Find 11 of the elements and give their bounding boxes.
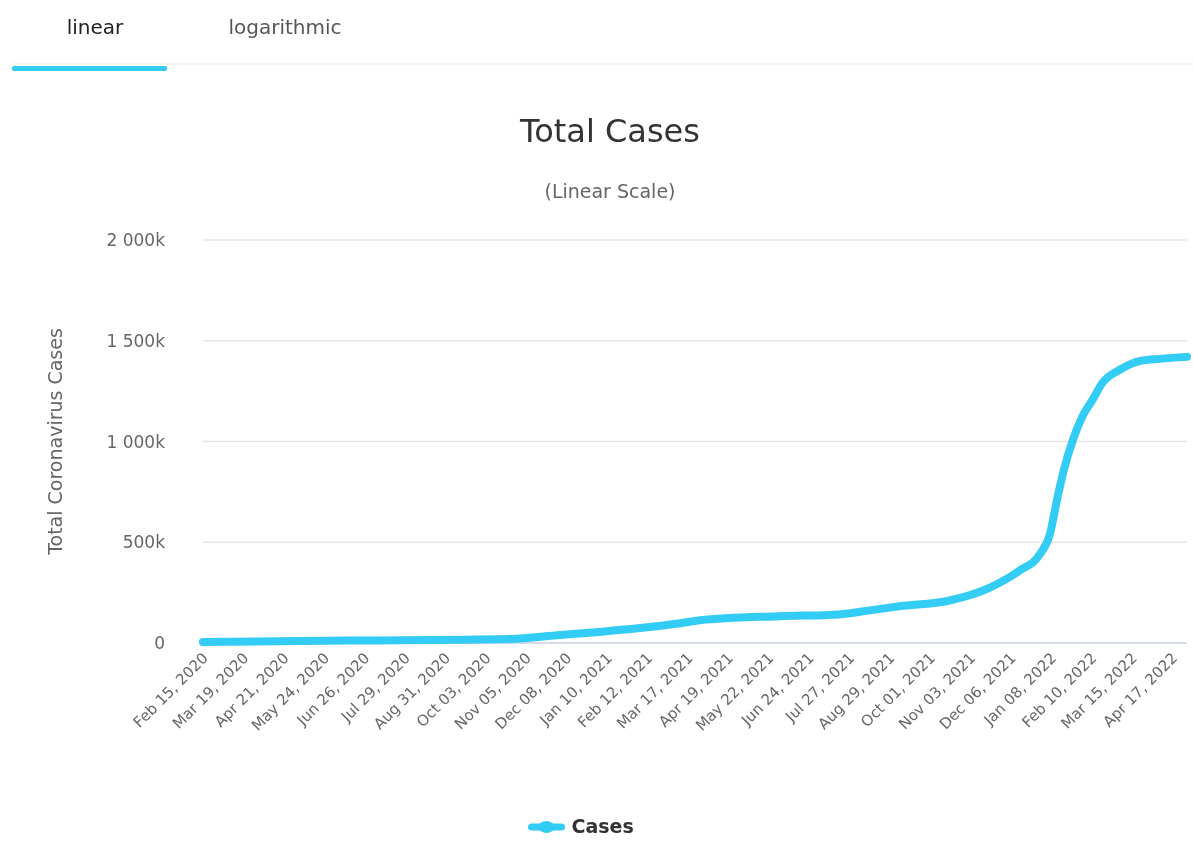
text: linear	[66, 15, 125, 39]
y-tick-label: 0	[154, 633, 165, 653]
y-tick-label: 500k	[122, 532, 166, 553]
chart-subtitle: (Linear Scale)	[544, 180, 676, 202]
y-axis-title: Total Coronavirus Cases	[44, 328, 66, 556]
chart-title: Total Cases	[519, 112, 700, 150]
text: logarithmic	[228, 15, 342, 39]
legend-label: Cases	[571, 815, 634, 837]
y-tick-label: 2 000k	[106, 230, 166, 250]
y-tick-label: 1 000k	[106, 431, 166, 452]
y-tick-label: 1 500k	[106, 330, 166, 351]
